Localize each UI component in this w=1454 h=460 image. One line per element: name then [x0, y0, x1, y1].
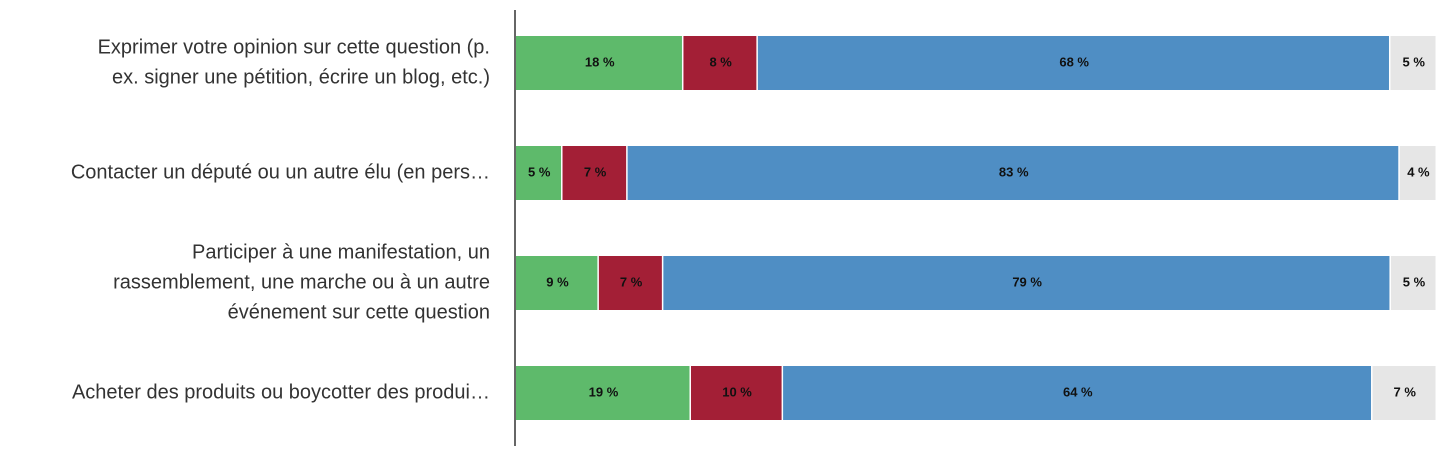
category-label: Exprimer votre opinion sur cette questio…	[98, 36, 490, 88]
data-label: 10 %	[722, 384, 752, 399]
bar-segment	[663, 256, 1390, 310]
category-label-line: ex. signer une pétition, écrire un blog,…	[112, 66, 490, 88]
data-label: 8 %	[709, 54, 732, 69]
data-label: 4 %	[1407, 164, 1430, 179]
bar-segment	[516, 146, 562, 200]
data-label: 19 %	[589, 384, 619, 399]
bar-segment	[516, 366, 690, 420]
bars	[516, 36, 1436, 420]
bar-segment	[783, 366, 1372, 420]
data-label: 5 %	[528, 164, 551, 179]
bar-segment	[1372, 366, 1436, 420]
bar-segment	[598, 256, 662, 310]
category-label: Contacter un député ou un autre élu (en …	[71, 161, 490, 183]
bar-segment	[683, 36, 757, 90]
category-label-line: Participer à une manifestation, un	[192, 241, 490, 263]
category-label: Participer à une manifestation, un rassem…	[113, 241, 490, 323]
bar-segment	[562, 146, 627, 200]
value-labels: 18 % 8 % 68 % 5 % 5 % 7 % 83 % 4 % 9 % 7 % 79 % 5 %…	[528, 54, 1430, 399]
category-label-line: Contacter un député ou un autre élu (en …	[71, 161, 490, 183]
category-labels: Exprimer votre opinion sur cette questio…	[71, 36, 490, 403]
data-label: 64 %	[1063, 384, 1093, 399]
bar-segment	[1390, 36, 1436, 90]
data-label: 79 %	[1012, 274, 1042, 289]
data-label: 5 %	[1403, 54, 1426, 69]
category-label-line: événement sur cette question	[228, 301, 490, 323]
bar-segment	[1390, 256, 1436, 310]
bar-segment	[690, 366, 782, 420]
bar-segment	[1399, 146, 1436, 200]
category-label-line: rassemblement, une marche ou à un autre	[113, 271, 490, 293]
data-label: 68 %	[1059, 54, 1089, 69]
data-label: 7 %	[1394, 384, 1417, 399]
data-label: 7 %	[584, 164, 607, 179]
data-label: 9 %	[546, 274, 569, 289]
category-label-line: Acheter des produits ou boycotter des pr…	[72, 381, 490, 403]
bar-segment	[627, 146, 1399, 200]
data-label: 83 %	[999, 164, 1029, 179]
data-label: 5 %	[1403, 274, 1426, 289]
data-label: 18 %	[585, 54, 615, 69]
bar-segment	[757, 36, 1389, 90]
bar-segment	[516, 36, 682, 90]
category-label-line: Exprimer votre opinion sur cette questio…	[98, 36, 490, 58]
bar-segment	[516, 256, 598, 310]
data-label: 7 %	[620, 274, 643, 289]
category-label: Acheter des produits ou boycotter des pr…	[72, 381, 490, 403]
